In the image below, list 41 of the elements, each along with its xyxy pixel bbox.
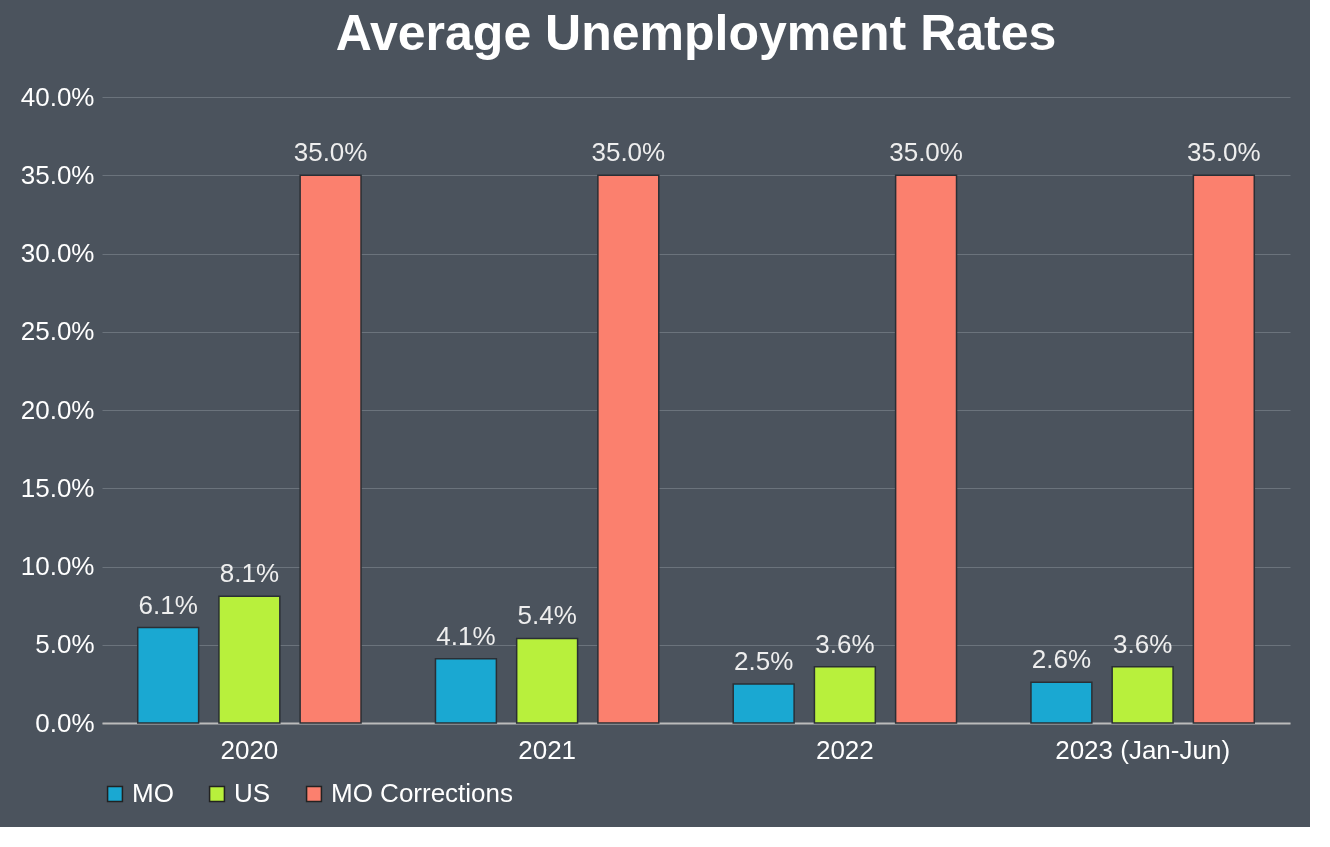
y-tick-label: 10.0% [20,551,95,581]
data-label: 8.1% [219,558,280,589]
bar [894,174,958,724]
bar [218,595,281,724]
data-label: 35.0% [293,137,368,168]
data-label: 5.4% [517,600,577,631]
x-tick-label: 2021 [518,734,577,765]
bar [1030,681,1093,724]
y-tick-label: 15.0% [20,472,95,503]
legend-label: US [234,778,271,808]
data-label: 6.1% [138,589,198,620]
bar [1192,174,1256,724]
bar [732,683,795,724]
bar [136,626,200,724]
legend-label: MO Corrections [331,778,514,808]
bar [1111,665,1174,724]
chart-title: Average Unemployment Rates [335,5,1057,61]
bar [515,637,579,724]
y-tick-label: 25.0% [20,316,95,347]
y-tick-label: 30.0% [20,238,95,268]
bar [299,174,362,724]
data-label: 3.6% [1112,628,1173,659]
y-tick-label: 20.0% [20,394,95,425]
data-label: 35.0% [1186,137,1261,168]
y-tick-label: 5.0% [35,629,95,660]
x-tick-label: 2023 (Jan-Jun) [1055,734,1231,765]
data-label: 3.6% [815,628,875,659]
y-tick-label: 40.0% [20,81,95,112]
y-tick-label: 0.0% [35,707,95,738]
bar [597,174,660,724]
x-tick-label: 2022 [815,734,874,765]
x-tick-label: 2020 [220,734,279,765]
data-label: 2.6% [1031,644,1092,675]
data-label: 35.0% [889,137,963,168]
y-tick-label: 35.0% [20,159,95,190]
bar [434,658,498,724]
data-label: 2.5% [734,645,794,676]
data-label: 4.1% [436,620,496,651]
bar [813,665,877,724]
data-label: 35.0% [591,137,666,168]
legend-label: MO [132,778,174,808]
